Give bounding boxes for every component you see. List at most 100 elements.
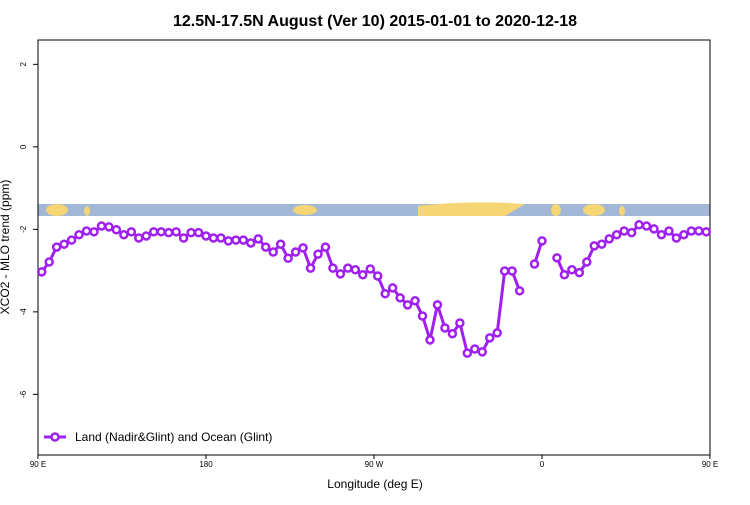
data-point xyxy=(156,227,166,237)
data-point xyxy=(462,348,473,358)
data-point xyxy=(447,328,458,339)
data-point xyxy=(148,227,159,237)
data-point xyxy=(455,318,465,328)
data-point xyxy=(582,257,592,267)
series-line xyxy=(40,223,707,356)
data-point xyxy=(372,271,383,281)
data-point xyxy=(514,286,525,296)
data-point xyxy=(111,225,122,235)
legend-label: Land (Nadir&Glint) and Ocean (Glint) xyxy=(75,430,272,444)
data-point xyxy=(305,263,316,273)
data-point xyxy=(559,269,570,280)
y-axis-label: XCO2 - MLO trend (ppm) xyxy=(0,180,12,315)
data-point xyxy=(51,242,62,252)
chart-title: 12.5N-17.5N August (Ver 10) 2015-01-01 t… xyxy=(173,13,577,30)
data-point xyxy=(596,239,607,249)
data-point xyxy=(358,269,368,280)
data-point xyxy=(567,265,577,275)
data-point xyxy=(126,227,137,237)
data-point xyxy=(477,347,488,357)
y-tick-label: -6 xyxy=(19,390,28,398)
data-point xyxy=(201,231,211,241)
data-point xyxy=(343,263,353,273)
data-point xyxy=(417,311,428,321)
data-point xyxy=(231,235,241,245)
data-point xyxy=(492,328,502,338)
data-point xyxy=(440,323,450,333)
x-tick-label: 180 xyxy=(199,460,213,469)
data-point xyxy=(619,226,629,236)
data-point xyxy=(238,235,249,245)
data-point xyxy=(313,249,323,259)
data-point xyxy=(74,229,84,240)
data-point xyxy=(649,224,659,234)
data-point xyxy=(679,229,689,240)
data-point xyxy=(44,257,54,267)
data-point xyxy=(574,267,585,278)
legend-marker xyxy=(50,432,60,442)
data-point xyxy=(223,236,234,246)
data-point xyxy=(611,229,622,240)
y-tick-label: 2 xyxy=(19,62,28,67)
data-point xyxy=(634,220,644,230)
data-point xyxy=(66,235,77,245)
data-point xyxy=(96,221,107,231)
data-point xyxy=(171,227,181,237)
data-point xyxy=(350,265,361,275)
data-point xyxy=(499,266,510,276)
data-point xyxy=(260,242,271,252)
data-point xyxy=(432,300,443,310)
data-point xyxy=(402,300,413,310)
legend: Land (Nadir&Glint) and Ocean (Glint) xyxy=(44,430,272,444)
data-point xyxy=(701,227,712,237)
data-point xyxy=(193,227,204,238)
data-point xyxy=(283,253,293,263)
data-point xyxy=(298,243,308,253)
data-point xyxy=(589,241,600,251)
data-point xyxy=(425,335,435,345)
data-point xyxy=(246,238,256,248)
data-point xyxy=(626,227,637,238)
data-point xyxy=(216,233,226,243)
data-point xyxy=(387,283,398,293)
data-point xyxy=(529,259,540,269)
data-point xyxy=(178,233,189,243)
data-point xyxy=(328,263,338,273)
data-point xyxy=(290,247,301,257)
data-point xyxy=(119,229,129,240)
plot-frame xyxy=(37,39,711,456)
data-point xyxy=(507,266,517,276)
data-point xyxy=(410,295,420,306)
data-point xyxy=(208,233,219,243)
y-tick-label: -4 xyxy=(19,308,28,316)
data-point xyxy=(59,239,69,249)
y-tick-label: -2 xyxy=(19,225,28,233)
data-point xyxy=(470,344,480,354)
data-point xyxy=(104,222,114,232)
data-point xyxy=(365,264,376,274)
data-point xyxy=(552,253,562,263)
data-point xyxy=(484,333,495,343)
data-point xyxy=(395,293,405,303)
x-tick-label: 90 W xyxy=(365,460,384,469)
data-point xyxy=(380,288,390,299)
data-point xyxy=(163,227,174,238)
data-point xyxy=(335,269,346,279)
data-point xyxy=(89,227,99,237)
data-point xyxy=(641,221,652,231)
data-point xyxy=(694,226,704,236)
x-axis-label: Longitude (deg E) xyxy=(327,477,422,491)
data-point xyxy=(186,227,196,238)
data-point xyxy=(141,231,152,241)
data-point xyxy=(253,234,264,244)
data-point xyxy=(656,229,667,240)
y-tick-label: 0 xyxy=(19,144,28,149)
data-point xyxy=(268,247,278,257)
data-point xyxy=(36,267,47,277)
data-point xyxy=(134,233,144,243)
data-point xyxy=(81,226,92,236)
data-point xyxy=(275,239,286,249)
data-point xyxy=(320,242,331,252)
x-tick-label: 90 E xyxy=(702,460,718,469)
